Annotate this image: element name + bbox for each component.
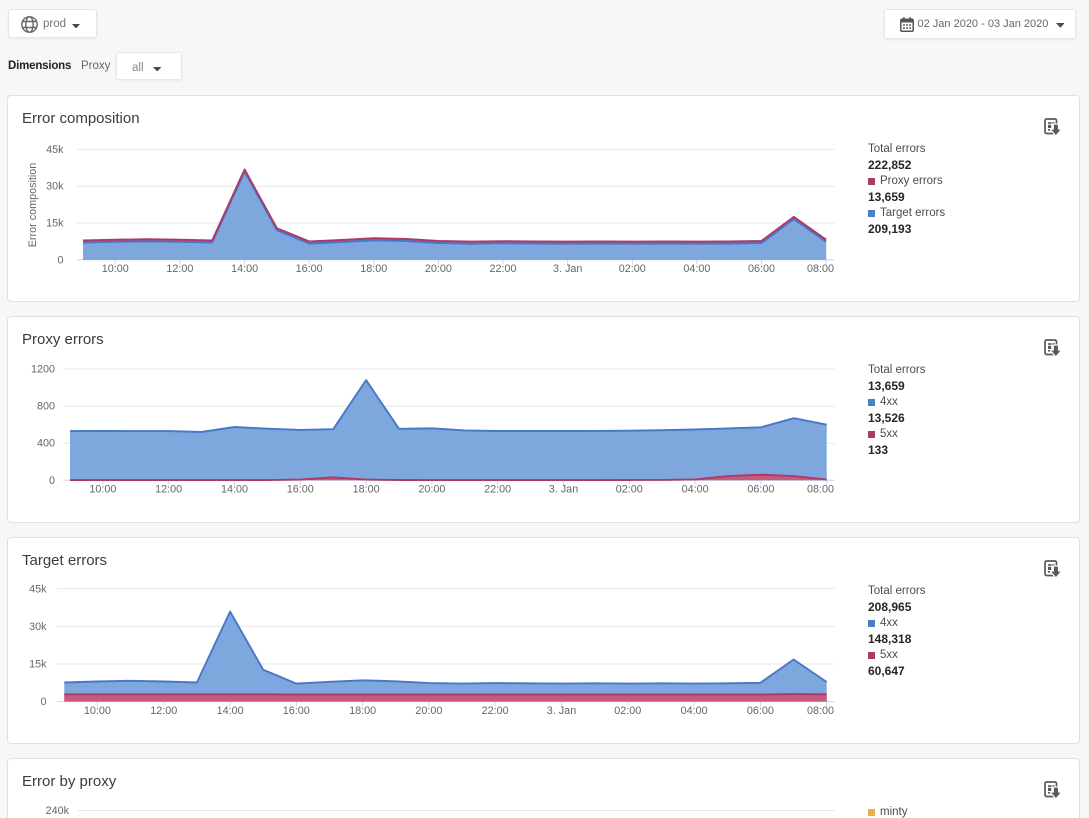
svg-text:30k: 30k — [46, 181, 64, 193]
svg-text:14:00: 14:00 — [217, 705, 244, 717]
svg-text:15k: 15k — [46, 218, 64, 230]
svg-text:10:00: 10:00 — [84, 705, 111, 717]
svg-text:16:00: 16:00 — [283, 705, 310, 717]
svg-text:15k: 15k — [29, 659, 47, 671]
svg-text:16:00: 16:00 — [296, 263, 323, 275]
svg-text:240k: 240k — [46, 805, 70, 817]
svg-text:14:00: 14:00 — [221, 484, 248, 496]
svg-text:1200: 1200 — [31, 364, 55, 376]
svg-text:18:00: 18:00 — [360, 263, 387, 275]
svg-text:Error composition: Error composition — [27, 163, 39, 248]
svg-text:06:00: 06:00 — [747, 705, 774, 717]
svg-text:3. Jan: 3. Jan — [547, 705, 576, 717]
svg-text:14:00: 14:00 — [231, 263, 258, 275]
svg-text:12:00: 12:00 — [155, 484, 182, 496]
svg-text:04:00: 04:00 — [681, 705, 708, 717]
svg-text:0: 0 — [49, 475, 55, 487]
svg-text:18:00: 18:00 — [353, 484, 380, 496]
svg-text:18:00: 18:00 — [349, 705, 376, 717]
svg-text:20:00: 20:00 — [425, 263, 452, 275]
svg-text:45k: 45k — [29, 583, 47, 595]
svg-text:02:00: 02:00 — [619, 263, 646, 275]
svg-text:22:00: 22:00 — [482, 705, 509, 717]
svg-text:22:00: 22:00 — [484, 484, 511, 496]
svg-text:02:00: 02:00 — [614, 705, 641, 717]
svg-text:08:00: 08:00 — [807, 263, 834, 275]
svg-text:400: 400 — [37, 438, 55, 450]
svg-text:0: 0 — [40, 696, 46, 708]
svg-text:45k: 45k — [46, 144, 64, 156]
svg-text:20:00: 20:00 — [418, 484, 445, 496]
svg-text:10:00: 10:00 — [102, 263, 129, 275]
svg-text:06:00: 06:00 — [748, 263, 775, 275]
svg-text:16:00: 16:00 — [287, 484, 314, 496]
svg-text:10:00: 10:00 — [89, 484, 116, 496]
svg-text:04:00: 04:00 — [683, 263, 710, 275]
svg-text:22:00: 22:00 — [489, 263, 516, 275]
svg-text:12:00: 12:00 — [150, 705, 177, 717]
svg-text:3. Jan: 3. Jan — [549, 484, 578, 496]
svg-text:800: 800 — [37, 401, 55, 413]
svg-text:3. Jan: 3. Jan — [553, 263, 582, 275]
svg-text:0: 0 — [57, 254, 63, 266]
svg-text:30k: 30k — [29, 621, 47, 633]
svg-text:06:00: 06:00 — [747, 484, 774, 496]
svg-text:04:00: 04:00 — [682, 484, 709, 496]
svg-text:12:00: 12:00 — [166, 263, 193, 275]
svg-text:02:00: 02:00 — [616, 484, 643, 496]
svg-text:20:00: 20:00 — [415, 705, 442, 717]
svg-text:08:00: 08:00 — [807, 705, 834, 717]
svg-text:08:00: 08:00 — [807, 484, 834, 496]
